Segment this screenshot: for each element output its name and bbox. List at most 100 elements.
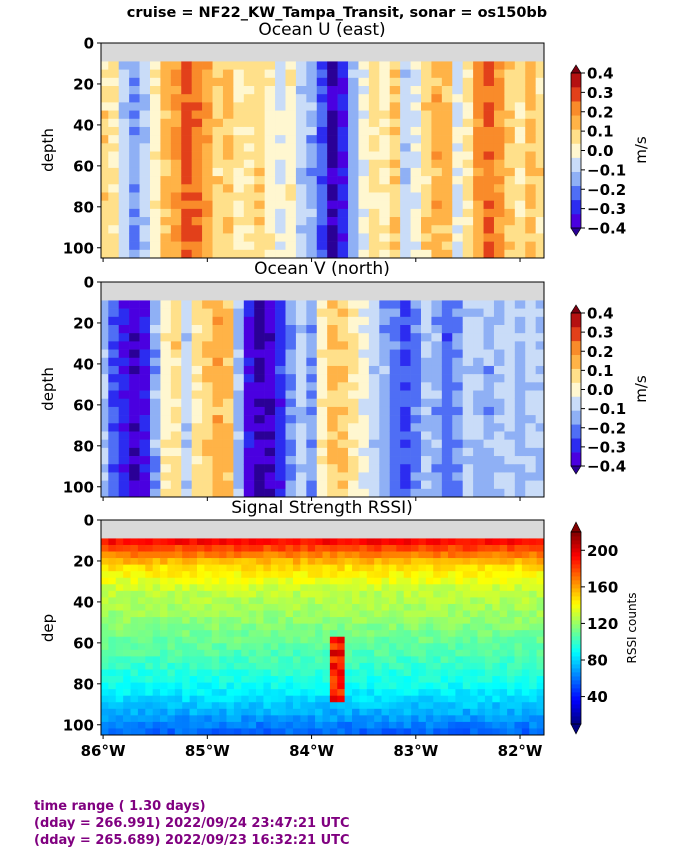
colorbar-level xyxy=(571,720,581,725)
heatmap-cell xyxy=(368,217,380,226)
heatmap-cell xyxy=(181,464,192,473)
heatmap-cell xyxy=(152,695,161,703)
heatmap-cell xyxy=(275,300,286,309)
heatmap-cell xyxy=(241,603,249,611)
heatmap-cell xyxy=(493,406,505,416)
colorbar-level xyxy=(571,171,581,187)
heatmap-cell xyxy=(327,184,338,193)
heatmap-cell xyxy=(222,349,234,359)
heatmap-cell xyxy=(130,702,139,710)
heatmap-cell xyxy=(403,551,412,559)
heatmap-cell xyxy=(327,200,338,210)
heatmap-cell xyxy=(233,643,242,651)
heatmap-cell xyxy=(285,423,297,432)
heatmap-cell xyxy=(182,544,190,552)
heatmap-cell xyxy=(181,480,192,490)
heatmap-cell xyxy=(212,217,224,226)
heatmap-cell xyxy=(499,597,508,605)
heatmap-cell xyxy=(473,341,484,350)
heatmap-cell xyxy=(108,488,120,498)
heatmap-cell xyxy=(514,241,526,251)
colorbar-level xyxy=(571,340,581,356)
heatmap-cell xyxy=(181,439,192,449)
heatmap-cell xyxy=(315,564,323,572)
heatmap-cell xyxy=(295,357,307,367)
heatmap-cell xyxy=(470,689,478,696)
heatmap-cell xyxy=(470,584,478,592)
heatmap-cell xyxy=(152,682,161,690)
heatmap-cell xyxy=(440,682,449,690)
heatmap-cell xyxy=(248,610,257,618)
heatmap-cell xyxy=(233,538,242,546)
colorbar-level xyxy=(571,692,581,697)
heatmap-cell xyxy=(483,208,495,218)
heatmap-cell xyxy=(270,544,279,552)
heatmap-cell xyxy=(477,597,486,605)
heatmap-cell xyxy=(191,208,203,218)
heatmap-cell xyxy=(536,564,545,572)
heatmap-cell xyxy=(410,423,422,432)
heatmap-cell xyxy=(348,192,359,201)
heatmap-cell xyxy=(316,472,328,481)
heatmap-cell xyxy=(137,682,146,690)
heatmap-cell xyxy=(149,110,161,120)
heatmap-cell xyxy=(101,439,109,449)
heatmap-cell xyxy=(275,110,286,120)
heatmap-cell xyxy=(337,456,349,465)
heatmap-cell xyxy=(101,69,109,79)
heatmap-cell xyxy=(315,695,323,703)
heatmap-cell xyxy=(358,464,370,473)
heatmap-cell xyxy=(352,682,360,690)
heatmap-cell xyxy=(484,662,493,670)
heatmap-cell xyxy=(226,558,235,565)
heatmap-cell xyxy=(295,447,307,457)
heatmap-cell xyxy=(455,662,464,670)
heatmap-cell xyxy=(329,708,338,716)
heatmap-cell xyxy=(160,86,172,95)
heatmap-cell xyxy=(455,721,464,729)
heatmap-cell xyxy=(381,702,390,710)
heatmap-cell xyxy=(440,577,449,585)
heatmap-cell xyxy=(389,464,401,473)
heatmap-cell xyxy=(358,300,370,309)
x-tick-label: 85°W xyxy=(185,742,230,760)
heatmap-cell xyxy=(337,126,349,136)
heatmap-cell xyxy=(129,447,140,457)
heatmap-cell xyxy=(452,316,463,326)
heatmap-cell xyxy=(129,488,140,498)
heatmap-cell xyxy=(504,480,516,490)
heatmap-cell xyxy=(507,544,515,552)
heatmap-cell xyxy=(507,551,515,559)
heatmap-cell xyxy=(204,689,213,696)
heatmap-cell xyxy=(337,577,345,585)
heatmap-cell xyxy=(477,643,486,651)
heatmap-cell xyxy=(191,439,203,449)
heatmap-cell xyxy=(327,94,338,103)
heatmap-cell xyxy=(167,584,176,592)
heatmap-cell xyxy=(181,61,192,70)
heatmap-cell xyxy=(514,374,526,383)
heatmap-cell xyxy=(368,200,380,210)
heatmap-cell xyxy=(514,538,523,546)
heatmap-cell xyxy=(130,590,139,598)
heatmap-cell xyxy=(411,728,419,736)
heatmap-cell xyxy=(366,623,375,631)
heatmap-cell xyxy=(222,110,234,120)
heatmap-cell xyxy=(160,77,172,87)
heatmap-cell xyxy=(306,192,318,201)
heatmap-cell xyxy=(115,584,124,592)
heatmap-cell xyxy=(381,597,390,605)
heatmap-cell xyxy=(484,551,493,559)
heatmap-cell xyxy=(264,390,276,400)
heatmap-cell xyxy=(358,382,370,391)
heatmap-cell xyxy=(264,415,276,424)
heatmap-cell xyxy=(411,584,419,592)
heatmap-cell xyxy=(381,649,390,657)
heatmap-cell xyxy=(167,577,176,585)
heatmap-cell xyxy=(306,143,318,152)
heatmap-cell xyxy=(191,390,203,400)
heatmap-cell xyxy=(410,431,422,440)
heatmap-cell xyxy=(196,682,205,690)
heatmap-cell xyxy=(300,544,309,552)
heatmap-cell xyxy=(329,689,338,696)
